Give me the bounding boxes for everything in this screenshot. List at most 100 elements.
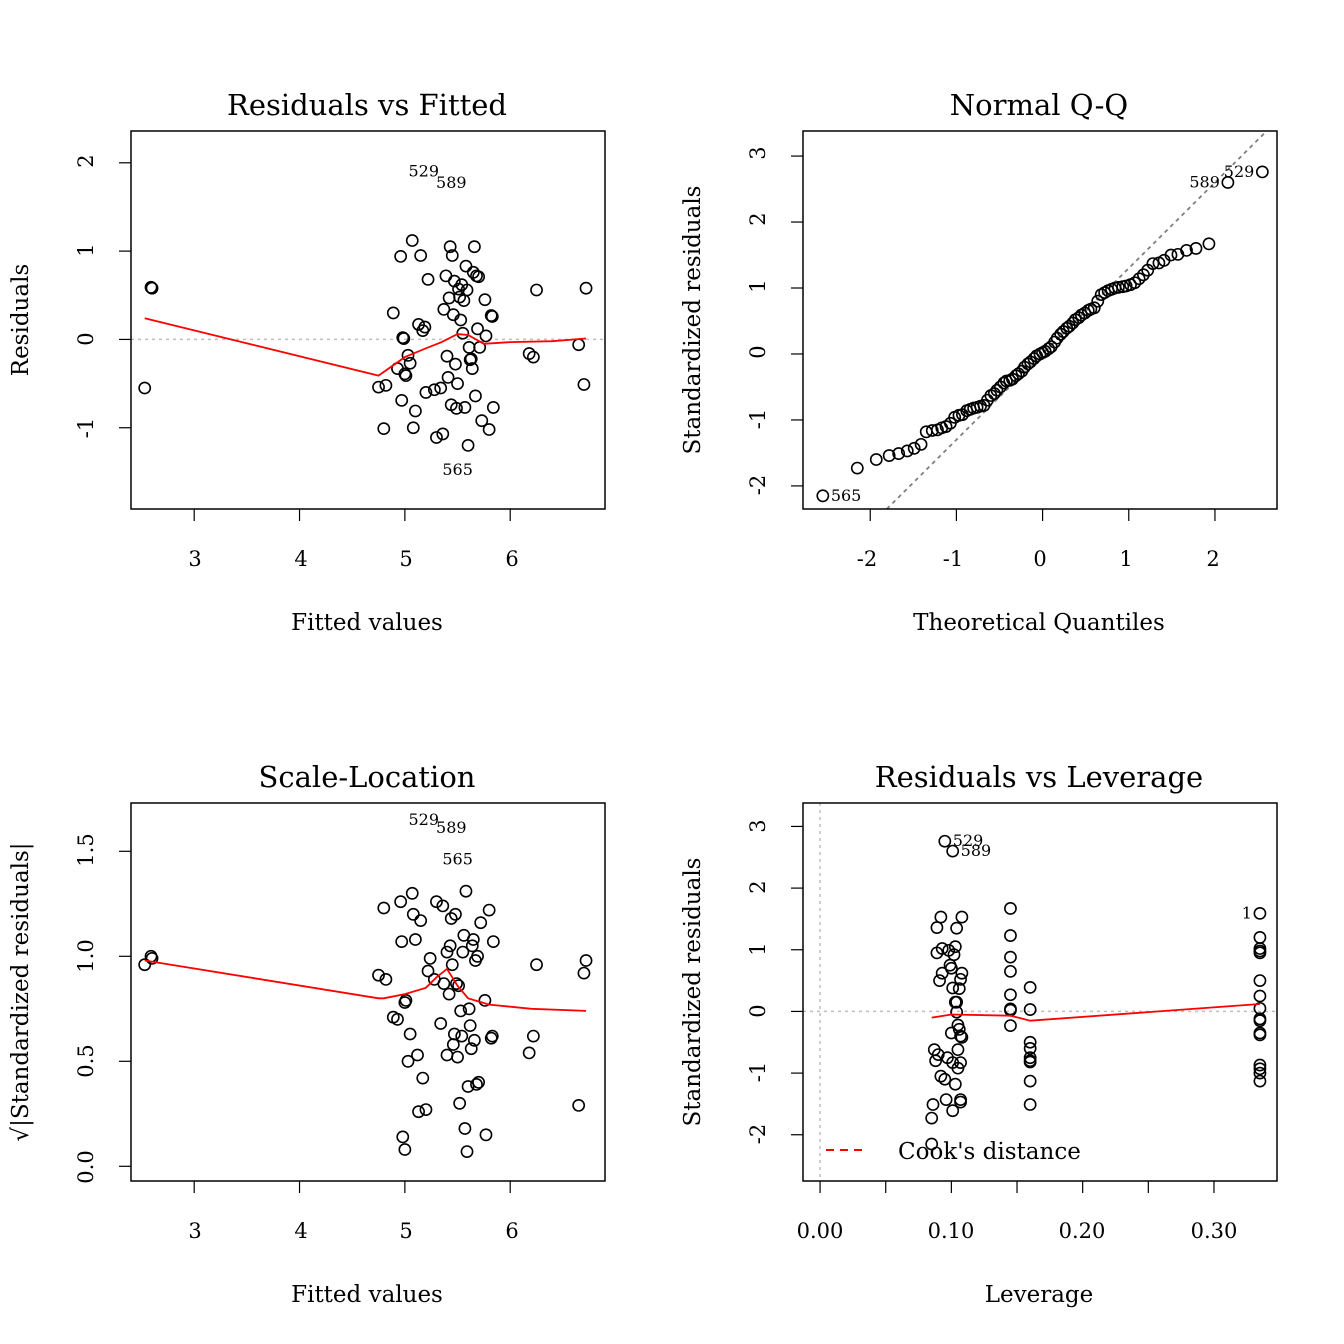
x-tick-label: -2: [857, 547, 877, 571]
point-id-label: 589: [961, 841, 992, 860]
panel-title: Normal Q-Q: [950, 88, 1128, 122]
data-point: [455, 1029, 469, 1043]
y-axis-label: Standardized residuals: [680, 186, 706, 455]
data-point: [950, 1005, 964, 1019]
data-point: [419, 386, 433, 399]
panel-residuals-vs-fitted: Residuals vs Fitted Fitted values Residu…: [8, 88, 606, 636]
data-point: [372, 380, 385, 394]
point-id-label: 529: [1224, 162, 1255, 181]
x-tick-label: 0.00: [797, 1219, 844, 1243]
y-tick-label: 0.5: [74, 1044, 98, 1077]
data-point: [441, 371, 455, 384]
data-point: [485, 310, 499, 323]
data-point: [379, 973, 393, 986]
point-id-label: 1: [1242, 903, 1252, 922]
data-point: [443, 240, 457, 254]
data-point: [396, 1130, 410, 1144]
data-point: [479, 329, 493, 343]
data-point: [1004, 950, 1017, 964]
y-tick-label: -2: [746, 475, 770, 495]
data-point: [947, 948, 961, 962]
point-id-label: 589: [436, 173, 467, 192]
data-point: [459, 884, 473, 898]
data-point: [442, 291, 456, 305]
y-tick-label: 1: [74, 243, 98, 256]
data-point: [466, 933, 480, 946]
panel-title: Residuals vs Fitted: [227, 88, 507, 122]
y-axis-label: Standardized residuals: [680, 858, 706, 1127]
data-point: [443, 939, 457, 953]
data-point: [934, 910, 948, 924]
x-tick-label: 4: [294, 547, 307, 571]
data-point: [386, 306, 400, 320]
data-point: [1189, 242, 1203, 255]
data-point: [440, 1048, 454, 1062]
data-point: [394, 250, 408, 263]
data-point: [452, 979, 465, 993]
data-point: [1023, 1035, 1037, 1049]
data-point: [405, 886, 419, 900]
data-point: [434, 1017, 448, 1030]
data-point: [1023, 1098, 1037, 1111]
x-tick-label: 5: [399, 547, 412, 571]
data-point: [456, 326, 470, 340]
point-id-label: 589: [1189, 172, 1220, 191]
data-point: [467, 1033, 481, 1047]
data-point: [1004, 929, 1017, 942]
data-point: [522, 347, 536, 360]
data-point: [434, 381, 448, 395]
data-point: [463, 1019, 477, 1032]
point-id-label: 529: [953, 831, 984, 850]
data-point: [445, 249, 459, 262]
data-point: [892, 447, 906, 460]
data-point: [530, 283, 543, 297]
x-tick-label: 4: [294, 1219, 307, 1243]
data-point: [145, 281, 159, 295]
x-axis-label: Theoretical Quantiles: [913, 610, 1165, 636]
x-tick-label: 0.30: [1191, 1219, 1238, 1243]
data-point: [401, 348, 415, 362]
data-point: [454, 1004, 468, 1018]
data-point: [398, 1143, 412, 1156]
data-point: [929, 1054, 943, 1068]
data-point: [395, 393, 409, 407]
smooth-trend-line: [144, 959, 587, 1012]
data-point: [469, 389, 482, 403]
y-tick-label: 0: [746, 345, 770, 358]
panel-title: Residuals vs Leverage: [875, 760, 1203, 794]
point-id-label: 565: [442, 850, 473, 869]
data-point: [926, 1098, 940, 1111]
data-point: [394, 895, 408, 909]
data-point: [453, 290, 467, 304]
data-point: [458, 401, 472, 414]
data-point: [450, 977, 463, 990]
data-point: [414, 914, 428, 927]
data-point: [461, 439, 475, 452]
data-point: [955, 910, 969, 924]
data-point: [399, 994, 413, 1007]
plot-frame: [802, 802, 1278, 1182]
data-point: [579, 281, 593, 295]
data-point: [430, 895, 443, 909]
data-point: [572, 338, 586, 352]
data-point: [1253, 1074, 1267, 1088]
y-tick-label: 1.0: [74, 939, 98, 972]
data-point: [485, 1029, 499, 1043]
data-point: [486, 401, 500, 414]
data-point: [471, 322, 484, 336]
data-point: [449, 357, 462, 371]
data-point: [482, 423, 496, 436]
data-point: [1023, 980, 1037, 994]
data-point: [440, 945, 454, 959]
data-point: [472, 270, 485, 284]
x-tick-label: 1: [1119, 547, 1132, 571]
data-point: [1023, 1042, 1037, 1055]
y-tick-label: 2: [74, 154, 98, 167]
data-point: [478, 994, 492, 1007]
data-point: [955, 1030, 969, 1044]
data-point: [451, 377, 464, 390]
data-point: [445, 958, 459, 972]
data-point: [1253, 1062, 1267, 1076]
data-point: [1253, 1028, 1267, 1042]
data-point: [1253, 1058, 1267, 1072]
